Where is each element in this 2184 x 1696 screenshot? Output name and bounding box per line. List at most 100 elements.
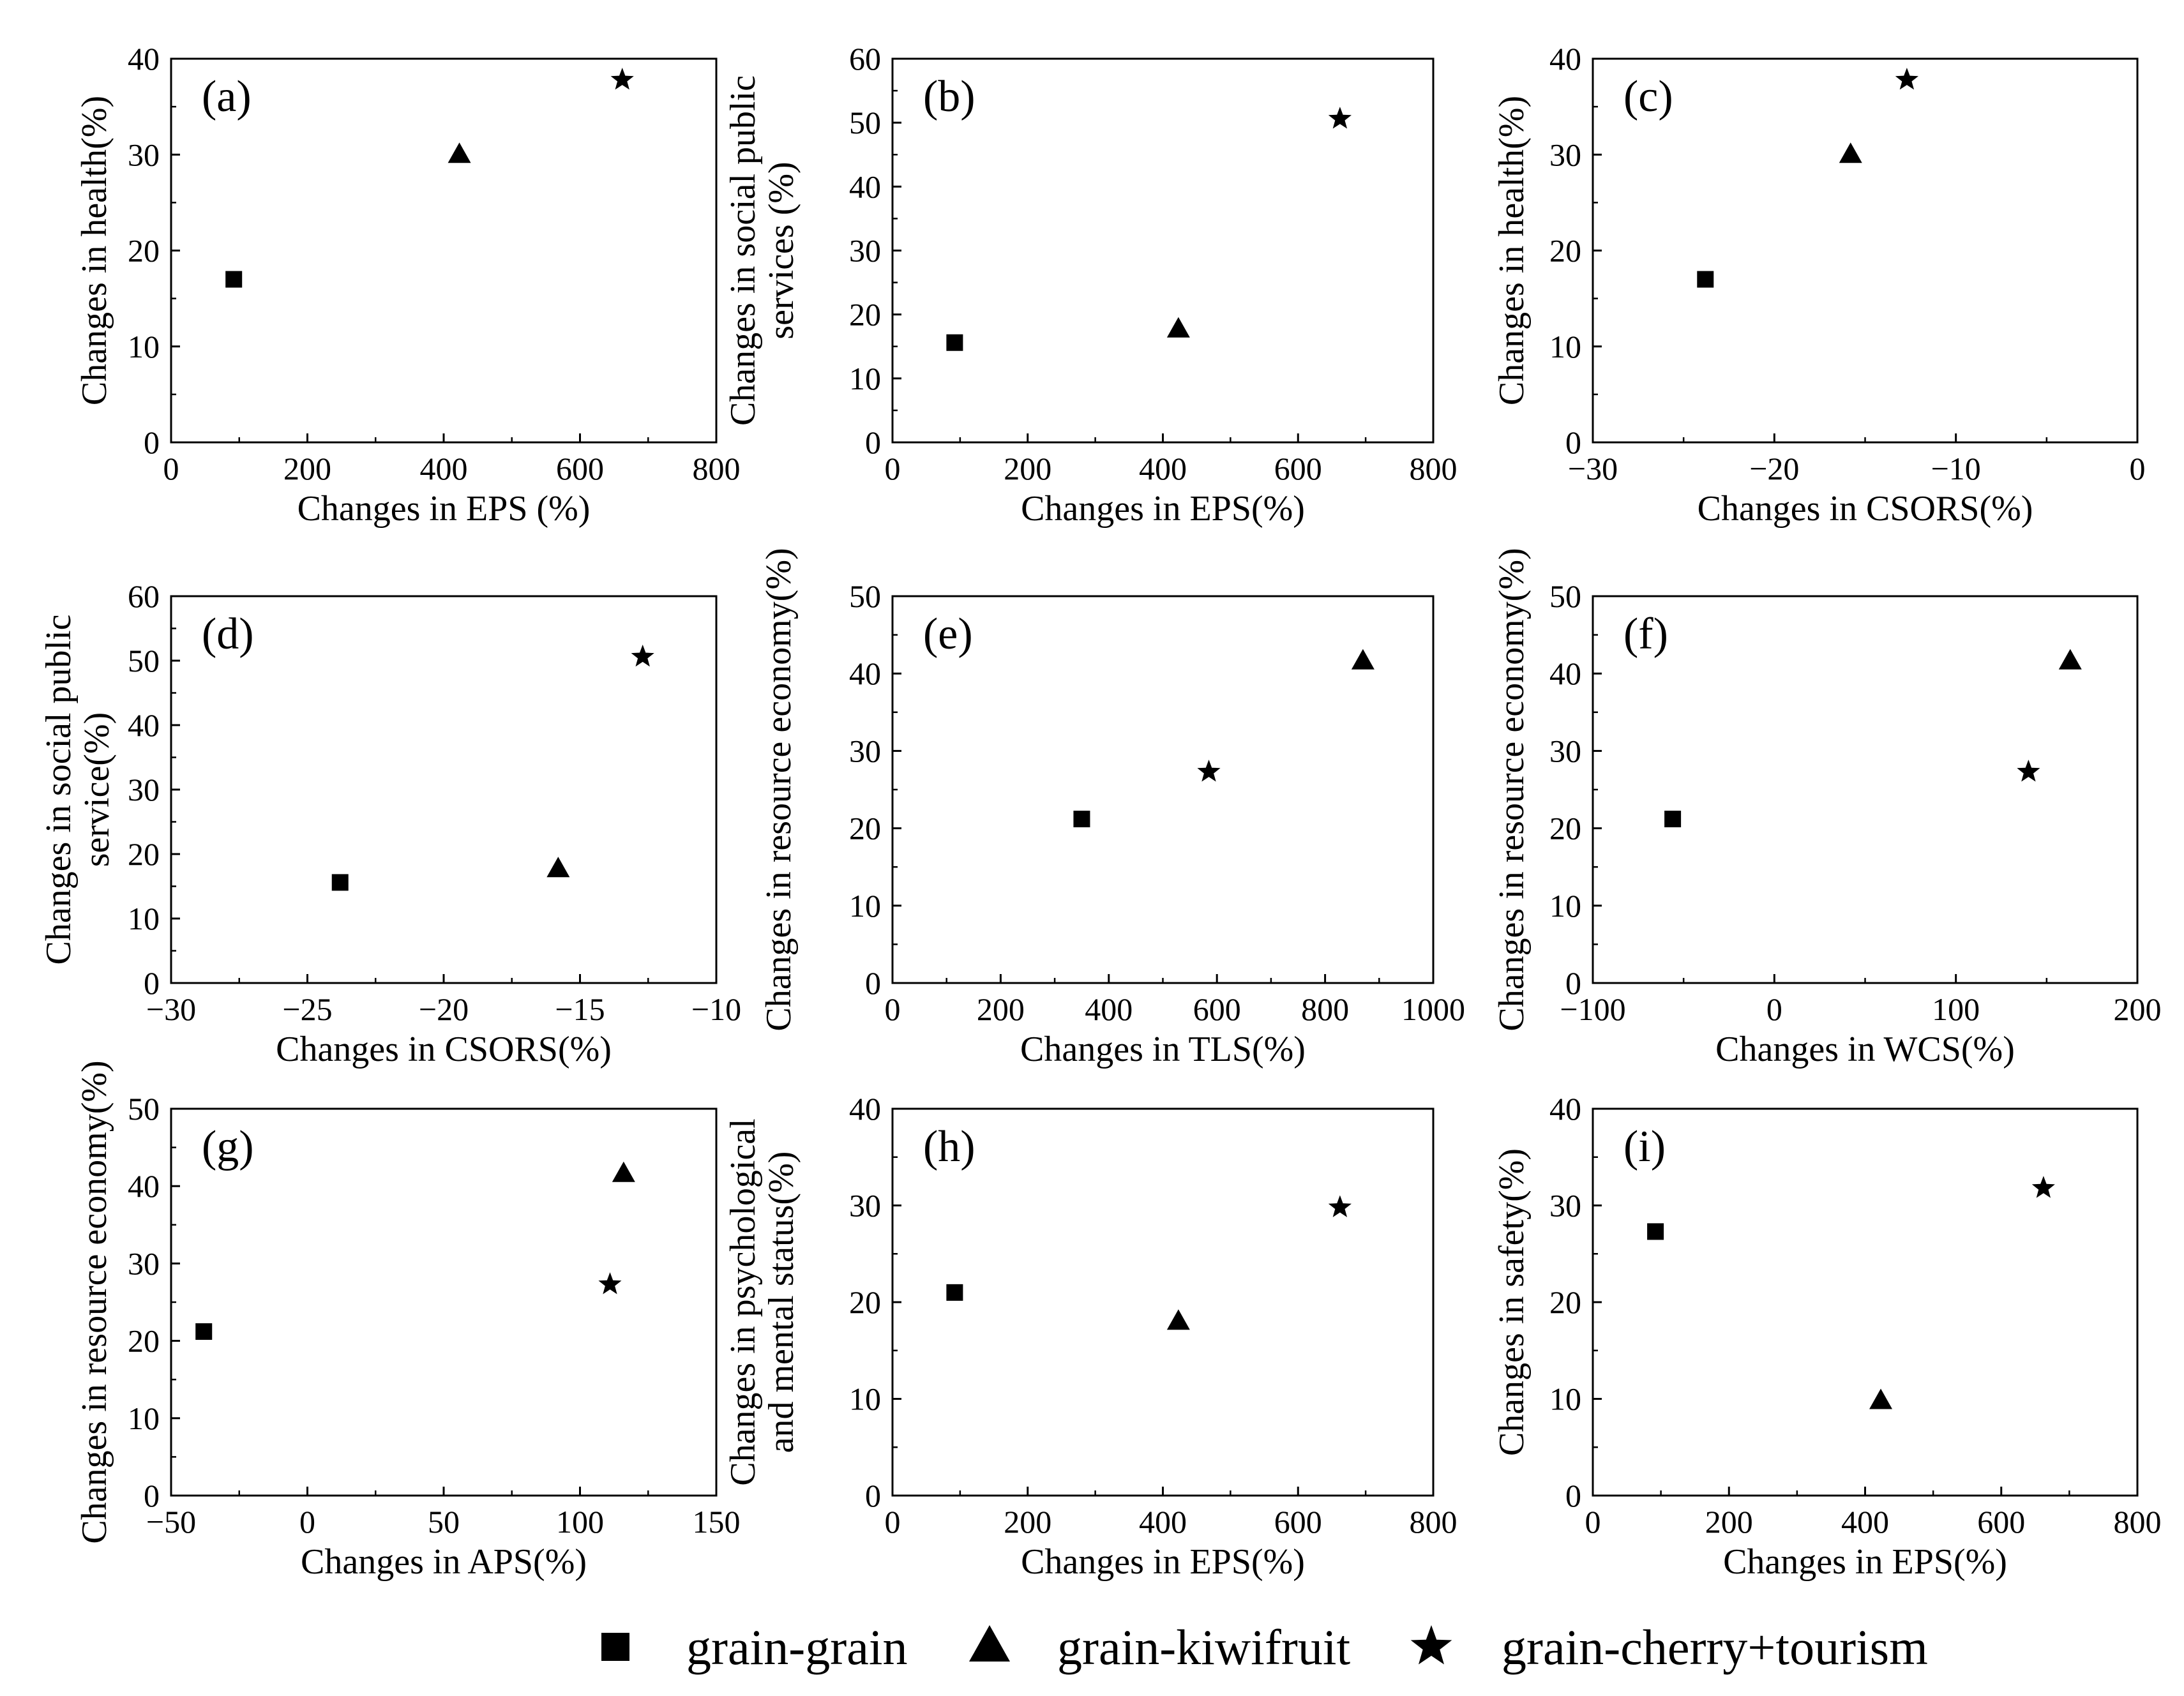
legend-item-grain-cherry-tourism: grain-cherry+tourism xyxy=(1410,1619,1928,1675)
legend-star-marker xyxy=(1410,1625,1452,1665)
y-tick-label: 20 xyxy=(1549,233,1581,269)
point-grain-cherry-tourism xyxy=(2031,1176,2055,1198)
panel-e: 0 200 400 600 800 1000 0 10 20 30 40 50 Changes in T… xyxy=(759,548,1465,1069)
y-tick-label: 20 xyxy=(849,1284,881,1320)
y-tick-label: 30 xyxy=(849,733,881,769)
panel-label: (a) xyxy=(202,72,252,121)
y-axis-title: Changes in safety(%) xyxy=(1492,1148,1532,1456)
y-tick-label: 30 xyxy=(128,772,160,807)
point-grain-kiwifruit xyxy=(2058,649,2082,670)
x-tick-label: −10 xyxy=(1931,451,1981,486)
y-tick-label: 40 xyxy=(1549,656,1581,691)
y-axis-title: Changes in psychological xyxy=(723,1118,763,1485)
y-tick-label: 30 xyxy=(1549,1188,1581,1224)
x-axis-title: Changes in APS(%) xyxy=(301,1542,587,1582)
panel-label: (c) xyxy=(1623,72,1673,121)
panel-label: (b) xyxy=(923,72,975,121)
y-tick-label: 30 xyxy=(1549,733,1581,769)
x-axis-title: Changes in CSORS(%) xyxy=(1698,489,2033,529)
point-grain-kiwifruit xyxy=(448,142,471,163)
y-tick-label: 0 xyxy=(1565,424,1581,460)
y-tick-label: 50 xyxy=(128,1091,160,1127)
point-grain-cherry-tourism xyxy=(631,644,654,667)
point-grain-kiwifruit xyxy=(546,857,570,878)
y-tick-label: 50 xyxy=(849,105,881,140)
y-tick-label: 0 xyxy=(144,965,160,1001)
x-tick-label: 600 xyxy=(1193,991,1241,1027)
point-grain-grain xyxy=(1073,811,1090,828)
x-tick-label: 600 xyxy=(1274,451,1322,486)
y-axis-title: service(%) xyxy=(77,712,117,867)
x-axis-title: Changes in EPS(%) xyxy=(1021,1542,1305,1582)
x-tick-label: 0 xyxy=(299,1504,315,1540)
legend-item-grain-grain: grain-grain xyxy=(601,1619,908,1675)
x-tick-label: 0 xyxy=(885,1504,901,1540)
legend-label-grain-kiwifruit: grain-kiwifruit xyxy=(1057,1619,1351,1675)
y-tick-label: 0 xyxy=(1565,1478,1581,1513)
y-tick-label: 40 xyxy=(849,656,881,691)
y-tick-label: 10 xyxy=(849,888,881,924)
point-grain-kiwifruit xyxy=(1839,142,1862,163)
y-axis-title: Changes in health(%) xyxy=(75,96,114,405)
y-tick-label: 10 xyxy=(128,901,160,936)
panel-h: 0 200 400 600 800 0 10 20 30 40 Changes in EPS(%) C… xyxy=(723,1091,1457,1582)
y-axis-title: Changes in resource economy(%) xyxy=(75,1060,114,1543)
legend-label-grain-grain: grain-grain xyxy=(686,1619,908,1675)
panel-c: −30 −20 −10 0 0 10 20 30 40 Changes in CSORS(%) Ch… xyxy=(1492,41,2146,529)
x-tick-label: −25 xyxy=(282,991,332,1027)
y-axis-title: Changes in social public xyxy=(39,614,79,964)
point-grain-kiwifruit xyxy=(1166,317,1190,338)
panel-label: (h) xyxy=(923,1122,975,1171)
x-axis-title: Changes in CSORS(%) xyxy=(276,1030,612,1069)
x-tick-label: −50 xyxy=(146,1504,196,1540)
y-tick-label: 20 xyxy=(128,836,160,872)
point-grain-grain xyxy=(1647,1223,1664,1240)
y-tick-label: 30 xyxy=(128,137,160,172)
y-tick-label: 40 xyxy=(128,41,160,77)
panel-label: (i) xyxy=(1623,1122,1666,1171)
point-grain-kiwifruit xyxy=(1166,1309,1190,1330)
point-grain-cherry-tourism xyxy=(1895,68,1918,90)
y-tick-label: 10 xyxy=(849,361,881,396)
point-grain-cherry-tourism xyxy=(598,1272,622,1295)
x-tick-label: 200 xyxy=(1705,1504,1753,1540)
y-tick-label: 30 xyxy=(128,1245,160,1281)
x-tick-label: 0 xyxy=(1585,1504,1601,1540)
y-tick-label: 20 xyxy=(1549,1284,1581,1320)
legend-square-marker xyxy=(601,1633,629,1661)
x-tick-label: −30 xyxy=(146,991,196,1027)
y-axis-title: Changes in social public xyxy=(723,75,763,426)
legend-label-grain-cherry-tourism: grain-cherry+tourism xyxy=(1502,1619,1928,1675)
x-tick-label: −30 xyxy=(1568,451,1618,486)
point-grain-grain xyxy=(225,271,243,288)
point-grain-cherry-tourism xyxy=(1328,1195,1352,1217)
y-tick-label: 10 xyxy=(128,329,160,364)
point-grain-grain xyxy=(1664,811,1682,828)
x-tick-label: 1000 xyxy=(1401,991,1465,1027)
point-grain-grain xyxy=(1697,271,1714,288)
y-tick-label: 0 xyxy=(144,1478,160,1513)
point-grain-grain xyxy=(946,334,963,351)
x-tick-label: 0 xyxy=(1766,991,1782,1027)
point-grain-cherry-tourism xyxy=(1197,760,1221,782)
y-tick-label: 10 xyxy=(1549,329,1581,364)
panel-a: 0 200 400 600 800 0 10 20 30 40 Changes in EPS (%)… xyxy=(75,41,741,529)
x-tick-label: 600 xyxy=(556,451,604,486)
panel-label: (f) xyxy=(1623,610,1668,659)
panel-label: (e) xyxy=(923,610,973,659)
y-tick-label: 0 xyxy=(1565,965,1581,1001)
x-tick-label: 200 xyxy=(1004,451,1051,486)
x-tick-label: 400 xyxy=(1139,1504,1187,1540)
x-axis-title: Changes in WCS(%) xyxy=(1715,1030,2015,1069)
point-grain-grain xyxy=(331,874,349,891)
point-grain-kiwifruit xyxy=(1351,649,1374,670)
y-tick-label: 60 xyxy=(849,41,881,77)
y-tick-label: 50 xyxy=(128,643,160,679)
x-tick-label: 400 xyxy=(1139,451,1187,486)
point-grain-kiwifruit xyxy=(1869,1388,1893,1409)
y-tick-label: 10 xyxy=(849,1381,881,1417)
